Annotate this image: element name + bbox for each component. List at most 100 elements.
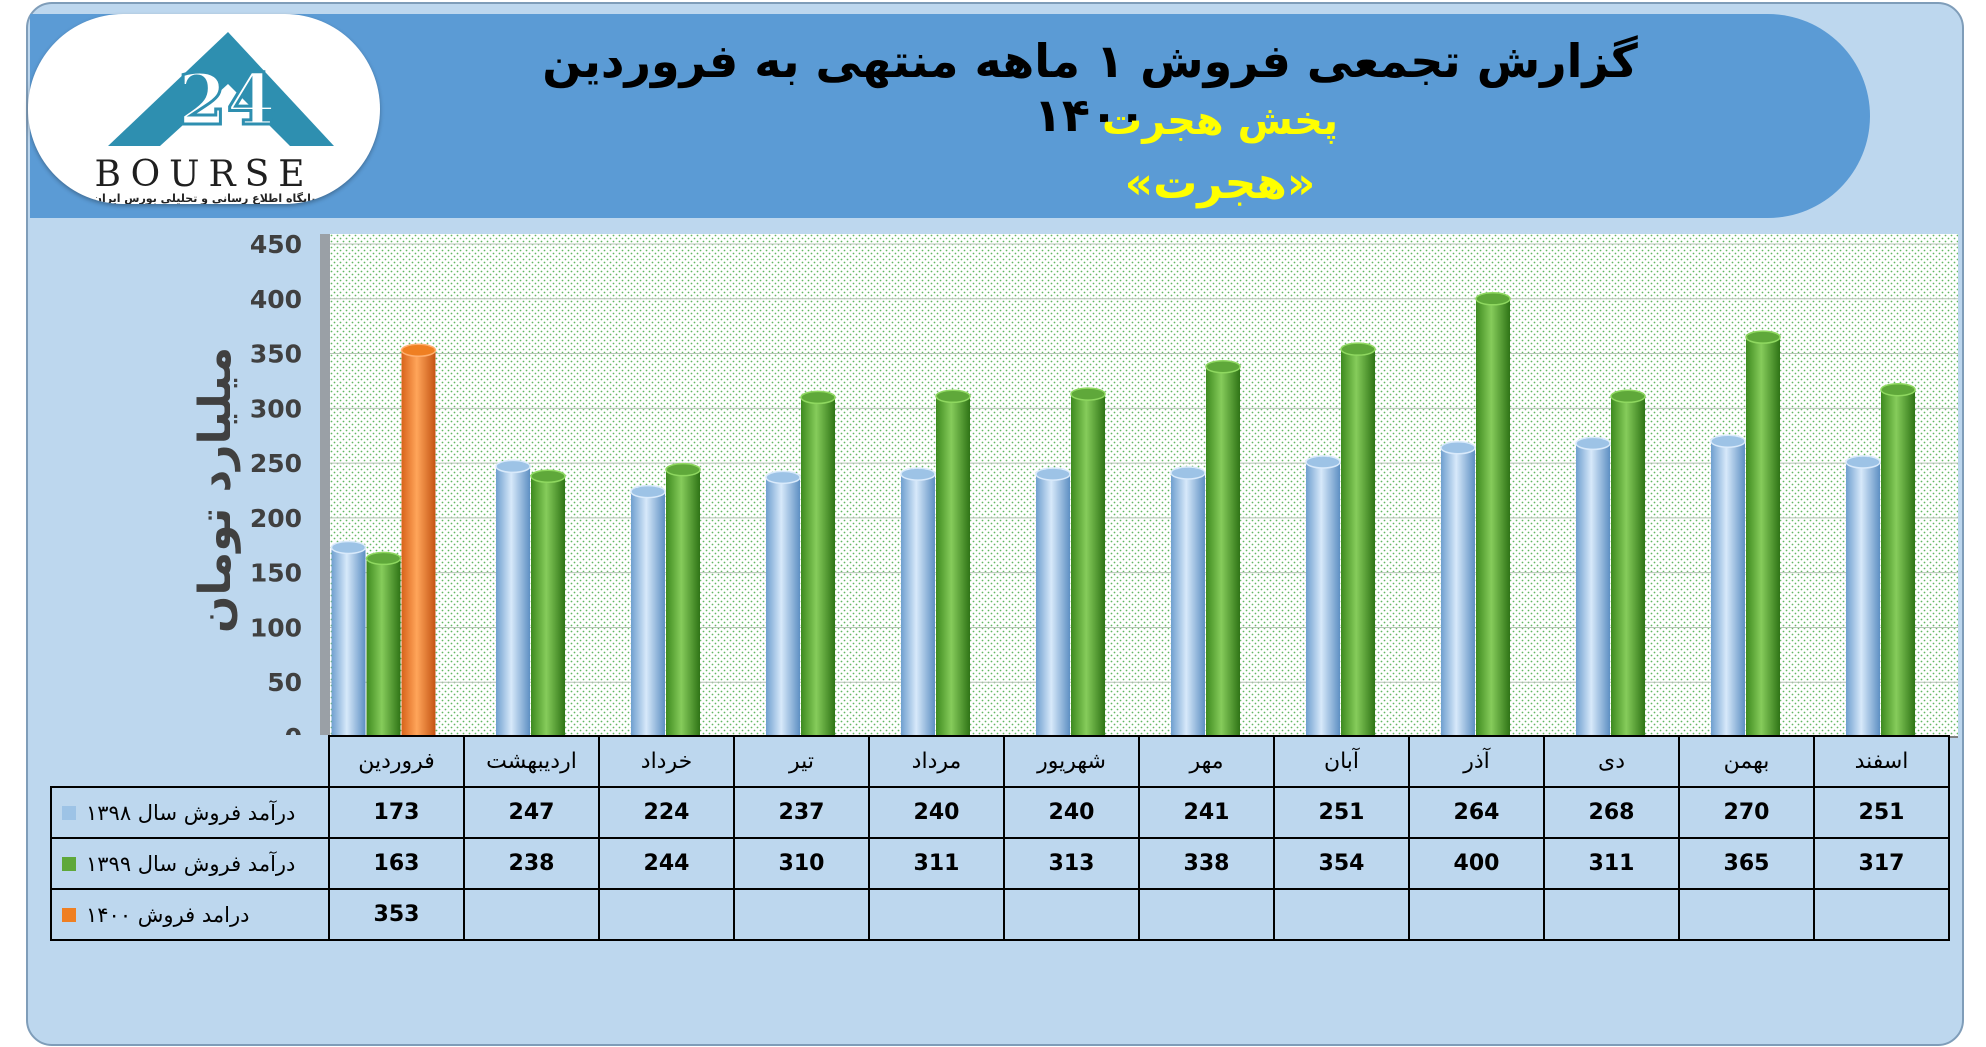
data-cell bbox=[868, 888, 1005, 941]
company-name: «هجرت» bbox=[1124, 158, 1316, 209]
svg-text:24: 24 bbox=[178, 58, 275, 141]
legend-entry-1400: درامد فروش ۱۴۰۰ bbox=[50, 888, 330, 941]
data-cell: 317 bbox=[1813, 837, 1950, 890]
bar-1398 bbox=[630, 484, 666, 743]
month-label: تیر bbox=[733, 735, 870, 788]
y-tick-label: 200 bbox=[250, 504, 302, 533]
month-label: فروردین bbox=[328, 735, 465, 788]
data-cell bbox=[1543, 888, 1680, 941]
bar-1398 bbox=[1845, 455, 1881, 743]
data-cell: 354 bbox=[1273, 837, 1410, 890]
data-cell bbox=[1273, 888, 1410, 941]
bar-series bbox=[330, 292, 1916, 743]
data-cell bbox=[463, 888, 600, 941]
bar-1399 bbox=[365, 551, 402, 743]
series-name: درآمد فروش سال ۱۳۹۹ bbox=[86, 852, 296, 876]
data-cell: 163 bbox=[328, 837, 465, 890]
table-corner bbox=[51, 736, 330, 788]
series-name: درامد فروش ۱۴۰۰ bbox=[86, 903, 250, 927]
bar-1400 bbox=[400, 343, 437, 743]
data-table: فروردین اردیبهشت خرداد تیر مرداد شهریور … bbox=[50, 735, 1950, 941]
bar-1399 bbox=[935, 389, 971, 743]
data-cell: 264 bbox=[1408, 786, 1545, 839]
series-row-1399: درآمد فروش سال ۱۳۹۹ 163 238 244 310 311 … bbox=[50, 837, 1950, 890]
y-tick-label: 350 bbox=[250, 340, 302, 369]
data-cell: 365 bbox=[1678, 837, 1815, 890]
bar-1399 bbox=[1205, 359, 1241, 743]
bar-1398 bbox=[1305, 455, 1341, 743]
bourse-logo: 24 BOURSE پایگاه اطلاع رسانی و تحلیلی بو… bbox=[28, 14, 380, 204]
plot-area bbox=[328, 234, 1958, 737]
data-cell: 240 bbox=[868, 786, 1005, 839]
bar-1398 bbox=[765, 470, 801, 743]
y-tick-label: 400 bbox=[250, 285, 302, 314]
month-label: آبان bbox=[1273, 735, 1410, 788]
y-tick-label: 450 bbox=[250, 230, 302, 259]
data-cell: 311 bbox=[868, 837, 1005, 890]
y-tick-label: 50 bbox=[267, 668, 302, 697]
series-name: درآمد فروش سال ۱۳۹۸ bbox=[86, 801, 296, 825]
y-tick-label: 150 bbox=[250, 559, 302, 588]
data-cell: 237 bbox=[733, 786, 870, 839]
bar-1399 bbox=[1880, 382, 1916, 743]
data-cell: 353 bbox=[328, 888, 465, 941]
logo-triangle-icon: 24 bbox=[108, 32, 334, 146]
data-cell: 310 bbox=[733, 837, 870, 890]
data-cell bbox=[1408, 888, 1545, 941]
y-tick-label: 300 bbox=[250, 394, 302, 423]
data-cell: 244 bbox=[598, 837, 735, 890]
bar-1399 bbox=[530, 469, 566, 743]
report-title: گزارش تجمعی فروش ۱ ماهه منتهی به فروردین… bbox=[542, 34, 1638, 142]
y-axis-label: میلیارد تومان bbox=[190, 347, 241, 633]
bar-1398 bbox=[1035, 467, 1071, 743]
bar-1398 bbox=[495, 459, 531, 743]
data-cell: 251 bbox=[1273, 786, 1410, 839]
bar-1399 bbox=[665, 462, 701, 743]
bar-1399 bbox=[800, 390, 836, 743]
bar-1398 bbox=[1440, 441, 1476, 743]
legend-swatch-orange bbox=[62, 908, 76, 922]
series-row-1398: درآمد فروش سال ۱۳۹۸ 173 247 224 237 240 … bbox=[50, 786, 1950, 839]
data-cell: 268 bbox=[1543, 786, 1680, 839]
month-label: شهریور bbox=[1003, 735, 1140, 788]
bar-1398 bbox=[1170, 466, 1206, 743]
data-cell: 224 bbox=[598, 786, 735, 839]
bar-1399 bbox=[1070, 387, 1106, 743]
bar-1399 bbox=[1745, 330, 1781, 743]
data-cell: 240 bbox=[1003, 786, 1140, 839]
month-label: دی bbox=[1543, 735, 1680, 788]
data-cell: 247 bbox=[463, 786, 600, 839]
legend-swatch-green bbox=[62, 857, 76, 871]
data-cell: 311 bbox=[1543, 837, 1680, 890]
legend-entry-1398: درآمد فروش سال ۱۳۹۸ bbox=[50, 786, 330, 839]
month-label: بهمن bbox=[1678, 735, 1815, 788]
month-label: اردیبهشت bbox=[463, 735, 600, 788]
legend-entry-1399: درآمد فروش سال ۱۳۹۹ bbox=[50, 837, 330, 890]
y-tick-label: 100 bbox=[250, 613, 302, 642]
y-tick-label: 250 bbox=[250, 449, 302, 478]
data-cell: 313 bbox=[1003, 837, 1140, 890]
bar-1398 bbox=[1575, 436, 1611, 743]
data-cell: 238 bbox=[463, 837, 600, 890]
data-cell bbox=[598, 888, 735, 941]
bar-1398 bbox=[1710, 434, 1746, 743]
bar-1399 bbox=[1340, 342, 1376, 743]
bar-1398 bbox=[900, 467, 936, 743]
month-label: آذر bbox=[1408, 735, 1545, 788]
logo-wordmark: BOURSE bbox=[94, 154, 314, 195]
y-axis-ticks: 050100150200250300350400450 bbox=[250, 230, 302, 752]
month-header-row: فروردین اردیبهشت خرداد تیر مرداد شهریور … bbox=[51, 735, 1950, 788]
chart-wall bbox=[320, 234, 330, 737]
data-cell bbox=[1138, 888, 1275, 941]
month-label: اسفند bbox=[1813, 735, 1950, 788]
data-cell: 270 bbox=[1678, 786, 1815, 839]
data-cell bbox=[1813, 888, 1950, 941]
month-label: مهر bbox=[1138, 735, 1275, 788]
bar-1399 bbox=[1475, 292, 1511, 743]
data-cell: 241 bbox=[1138, 786, 1275, 839]
data-cell bbox=[1003, 888, 1140, 941]
month-label: مرداد bbox=[868, 735, 1005, 788]
legend-swatch-blue bbox=[62, 806, 76, 820]
month-label: خرداد bbox=[598, 735, 735, 788]
